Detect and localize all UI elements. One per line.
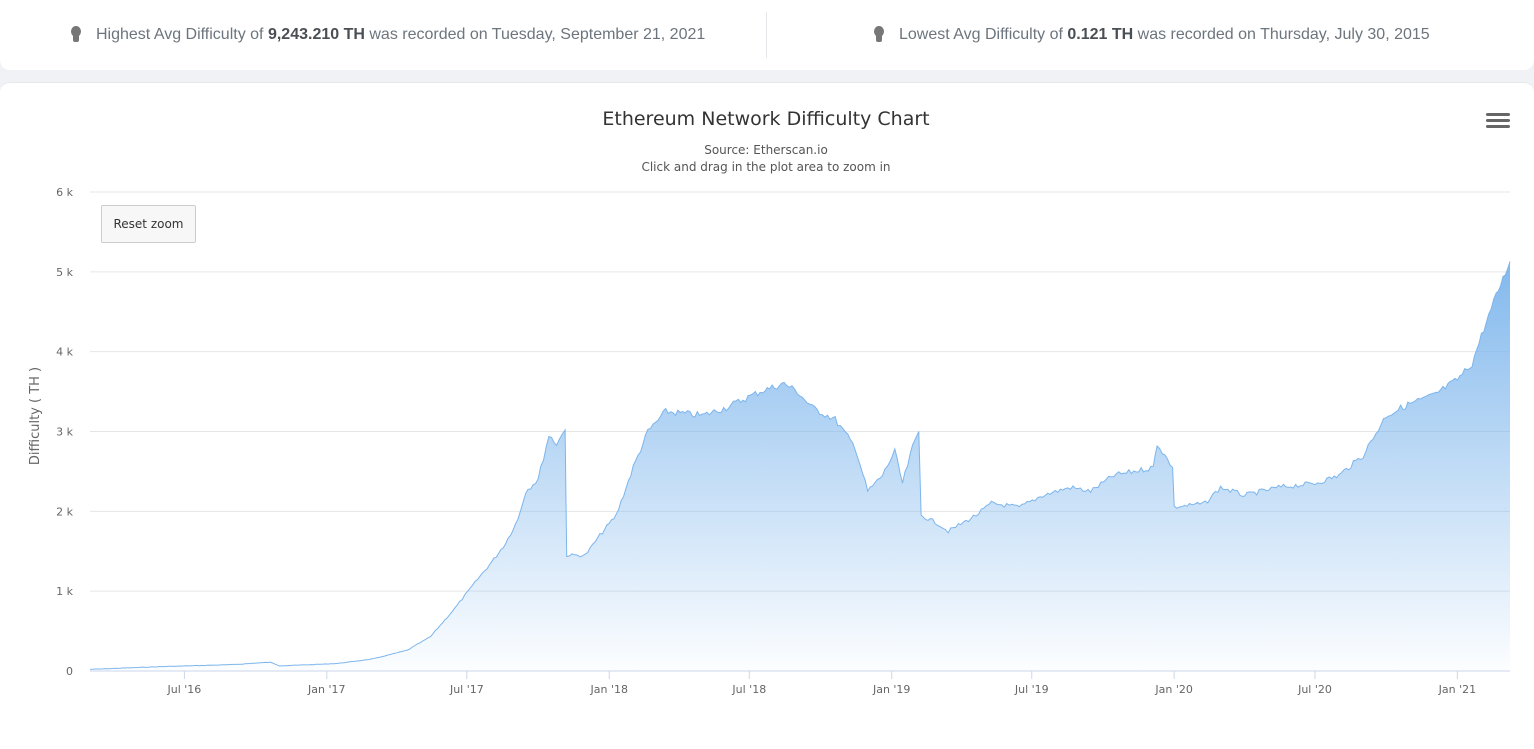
chart-subtitle: Source: Etherscan.io	[704, 143, 828, 157]
y-tick-label: 5 k	[56, 266, 73, 279]
difficulty-area	[90, 261, 1510, 671]
x-tick-label: Jul '17	[449, 683, 484, 696]
highest-prefix: Highest Avg Difficulty of	[96, 26, 264, 43]
x-tick-label: Jan '17	[307, 683, 345, 696]
x-tick-label: Jul '20	[1297, 683, 1332, 696]
stats-divider	[766, 12, 767, 58]
lowest-value: 0.121 TH	[1067, 26, 1134, 43]
highest-value: 9,243.210 TH	[267, 26, 365, 43]
lowest-prefix: Lowest Avg Difficulty of	[899, 26, 1063, 43]
chart-zoom-hint: Click and drag in the plot area to zoom …	[641, 160, 890, 174]
x-tick-label: Jan '20	[1154, 683, 1192, 696]
y-tick-label: 6 k	[56, 186, 73, 199]
x-tick-label: Jan '19	[872, 683, 910, 696]
x-tick-label: Jul '18	[731, 683, 766, 696]
y-axis-labels: 0 1 k 2 k 3 k 4 k 5 k 6 k	[56, 186, 73, 678]
hamburger-icon	[1486, 113, 1510, 116]
chart-title: Ethereum Network Difficulty Chart	[602, 108, 929, 130]
y-tick-label: 1 k	[56, 585, 73, 598]
highest-difficulty-stat: Highest Avg Difficulty of 9,243.210 TH w…	[70, 0, 705, 70]
y-axis-title: Difficulty ( TH )	[28, 367, 43, 465]
highest-suffix: was recorded on Tuesday, September 21, 2…	[369, 26, 706, 43]
difficulty-chart[interactable]: Ethereum Network Difficulty Chart Source…	[0, 82, 1534, 748]
x-axis-labels: Jul '16 Jan '17 Jul '17 Jan '18 Jul '18 Jan '…	[167, 671, 1476, 696]
lightbulb-icon	[873, 26, 885, 44]
x-tick-label: Jul '16	[167, 683, 202, 696]
lowest-suffix: was recorded on Thursday, July 30, 2015	[1137, 26, 1430, 43]
y-tick-label: 0	[66, 665, 73, 678]
reset-zoom-button[interactable]: Reset zoom	[101, 205, 196, 243]
x-tick-label: Jan '18	[590, 683, 628, 696]
chart-menu-button[interactable]	[1486, 110, 1510, 130]
lightbulb-icon	[70, 26, 82, 44]
difficulty-series-line	[89, 261, 1511, 670]
y-tick-label: 3 k	[56, 426, 73, 439]
lowest-difficulty-stat: Lowest Avg Difficulty of 0.121 TH was re…	[873, 0, 1430, 70]
x-tick-label: Jul '19	[1014, 683, 1049, 696]
x-tick-label: Jan '21	[1438, 683, 1476, 696]
y-tick-label: 2 k	[56, 505, 73, 518]
stats-bar: Highest Avg Difficulty of 9,243.210 TH w…	[0, 0, 1534, 70]
y-tick-label: 4 k	[56, 346, 73, 359]
